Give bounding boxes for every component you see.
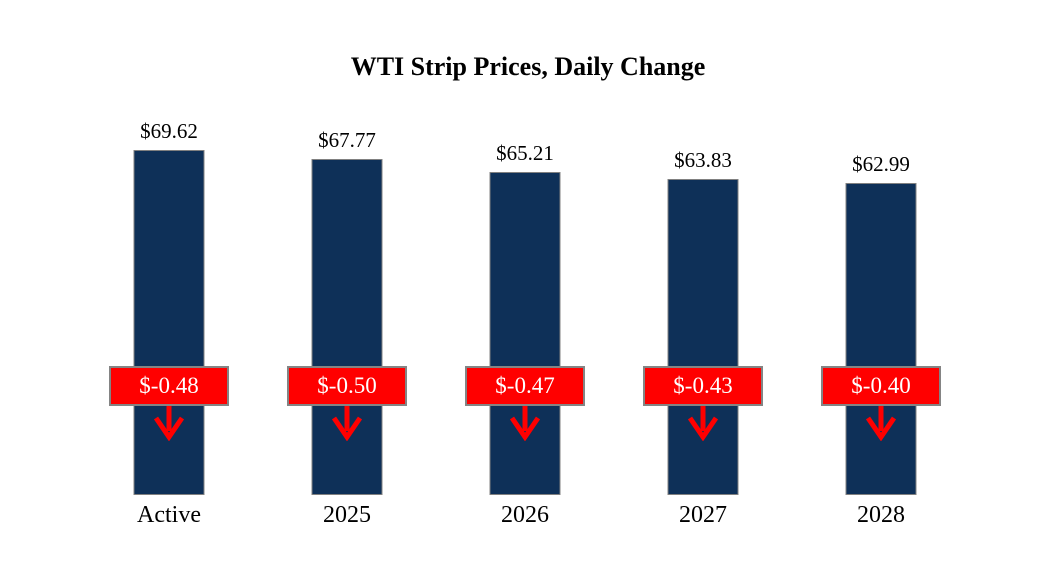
bar bbox=[311, 159, 383, 495]
down-arrow-icon bbox=[687, 406, 719, 441]
down-arrow-icon bbox=[153, 406, 185, 441]
category-label: 2025 bbox=[323, 502, 371, 528]
down-arrow-icon bbox=[331, 406, 363, 441]
bar bbox=[489, 171, 561, 495]
category-label: 2026 bbox=[501, 502, 549, 528]
price-label: $67.77 bbox=[318, 128, 376, 153]
daily-change-badge: $-0.47 bbox=[465, 366, 585, 406]
chart-title: WTI Strip Prices, Daily Change bbox=[350, 52, 706, 81]
bar-group-2027: $63.83 $-0.43 2027 bbox=[633, 0, 773, 576]
category-label: 2027 bbox=[679, 502, 727, 528]
down-arrow-icon bbox=[865, 406, 897, 441]
daily-change-badge: $-0.48 bbox=[109, 366, 229, 406]
bar bbox=[667, 178, 739, 495]
category-label: 2028 bbox=[857, 502, 905, 528]
bar-group-2026: $65.21 $-0.47 2026 bbox=[455, 0, 595, 576]
price-label: $63.83 bbox=[674, 147, 732, 172]
price-label: $62.99 bbox=[852, 151, 910, 176]
down-arrow-icon bbox=[509, 406, 541, 441]
price-label: $65.21 bbox=[496, 140, 554, 165]
price-label: $69.62 bbox=[140, 119, 198, 143]
daily-change-badge: $-0.43 bbox=[643, 366, 763, 406]
bar-group-2025: $67.77 $-0.50 2025 bbox=[277, 0, 417, 576]
daily-change-badge: $-0.40 bbox=[821, 366, 941, 406]
category-label: Active bbox=[137, 502, 201, 528]
bar-group-active: $69.62 $-0.48 Active bbox=[99, 0, 239, 576]
bar bbox=[133, 150, 205, 495]
daily-change-badge: $-0.50 bbox=[287, 366, 407, 406]
bar bbox=[845, 182, 917, 495]
bar-group-2028: $62.99 $-0.40 2028 bbox=[811, 0, 951, 576]
